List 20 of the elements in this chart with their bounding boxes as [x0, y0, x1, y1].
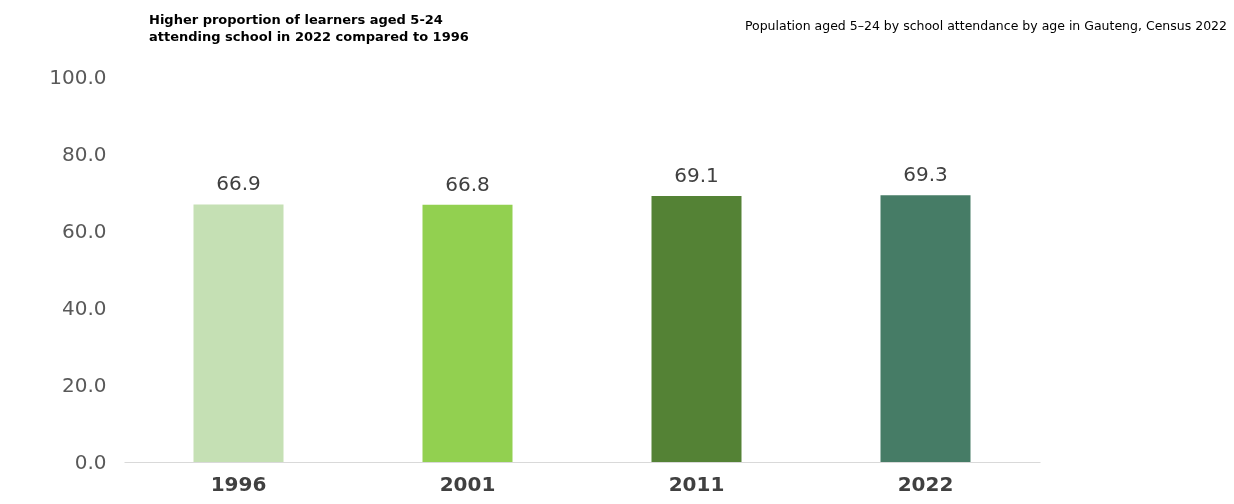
y-tick-label: 20.0	[61, 372, 107, 397]
data-label: 66.9	[216, 171, 261, 196]
bar	[651, 195, 742, 462]
y-tick-label: 40.0	[61, 295, 107, 320]
y-tick-label: 80.0	[61, 141, 107, 166]
x-tick-label: 2011	[668, 471, 725, 496]
bar	[193, 204, 284, 462]
data-label: 66.8	[445, 171, 490, 196]
y-tick-label: 0.0	[74, 449, 107, 474]
data-label: 69.3	[903, 162, 948, 187]
y-tick-label: 60.0	[61, 218, 107, 243]
data-label: 69.1	[674, 162, 719, 187]
y-tick-label: 100.0	[49, 64, 107, 89]
x-tick-label: 2022	[897, 471, 954, 496]
bar	[422, 204, 513, 462]
x-tick-label: 2001	[439, 471, 496, 496]
bar	[880, 195, 971, 462]
chart-title: Higher proportion of learners aged 5-24 attending school in 2022 compared to 1996	[149, 12, 469, 44]
x-tick-label: 1996	[210, 471, 267, 496]
chart-subtitle: Population aged 5–24 by school attendance by age in Gauteng, Census 2022	[744, 18, 1227, 33]
